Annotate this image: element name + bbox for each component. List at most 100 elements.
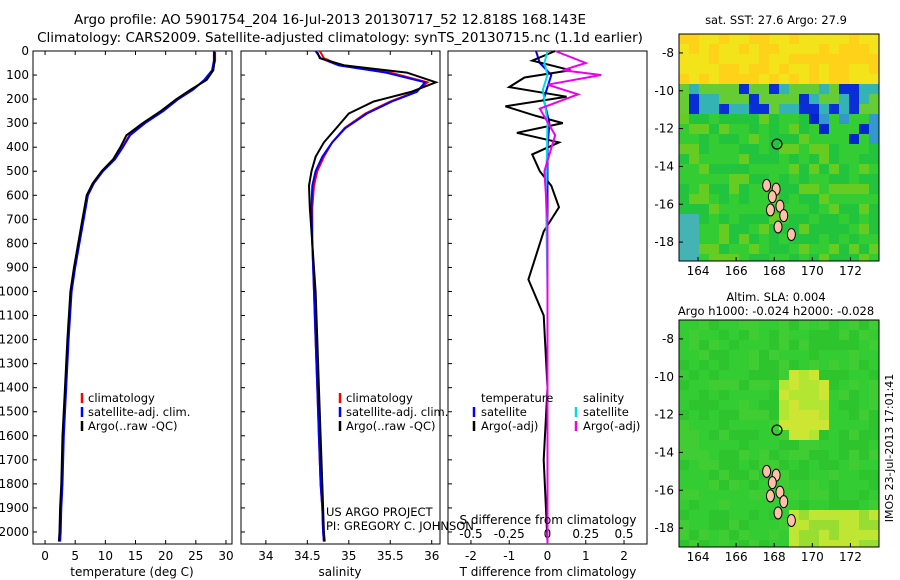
map-cell (679, 450, 689, 460)
map-cell (749, 254, 759, 261)
map-cell (699, 64, 709, 74)
map-cell (709, 74, 719, 84)
map-cell (759, 490, 769, 500)
map-cell (699, 500, 709, 510)
map-cell (679, 174, 689, 184)
map-cell (759, 204, 769, 214)
map-cell (759, 124, 769, 134)
map-cell (789, 340, 799, 350)
map-cell (819, 450, 829, 460)
map-cell (709, 204, 719, 214)
map-cell (849, 480, 859, 490)
map-cell (719, 500, 729, 510)
map-cell (719, 420, 729, 430)
map-cell (779, 174, 789, 184)
map-cell (809, 224, 819, 234)
s-tick-label: 0.25 (572, 527, 599, 541)
map-cell (679, 510, 689, 520)
map-cell (709, 540, 719, 547)
map-cell (749, 450, 759, 460)
map-cell (779, 320, 789, 330)
map-cell (809, 254, 819, 261)
map-cell (839, 74, 849, 84)
y-tick-label: -18 (654, 521, 674, 535)
island (767, 190, 777, 204)
map-cell (829, 94, 839, 104)
map-cell (709, 350, 719, 360)
map-cell (689, 224, 699, 234)
map-cell (729, 510, 739, 520)
x-tick-label: 5 (71, 549, 79, 563)
map-cell (799, 94, 809, 104)
map-cell (839, 500, 849, 510)
map-cell (799, 64, 809, 74)
map-cell (859, 340, 869, 350)
x-tick-label: 34.5 (294, 549, 321, 563)
map-cell (789, 500, 799, 510)
map-cell (809, 214, 819, 224)
x-tick-label: 10 (98, 549, 113, 563)
map-cell (839, 124, 849, 134)
map-cell (699, 134, 709, 144)
map-cell (769, 530, 779, 540)
map-cell (869, 154, 879, 164)
island (762, 464, 772, 478)
map-cell (689, 530, 699, 540)
map-cell (719, 340, 729, 350)
map-cell (719, 244, 729, 254)
map-cell (779, 420, 789, 430)
map-cell (739, 164, 749, 174)
map-cell (739, 380, 749, 390)
map-cell (859, 520, 869, 530)
map-cell (689, 44, 699, 54)
map-cell (729, 214, 739, 224)
x-tick-label: 2 (620, 549, 628, 563)
map-cell (759, 450, 769, 460)
map-cell (689, 184, 699, 194)
map-cell (859, 380, 869, 390)
map-cell (809, 134, 819, 144)
map-cell (729, 94, 739, 104)
map-cell (749, 114, 759, 124)
map-cell (769, 134, 779, 144)
map-cell (719, 124, 729, 134)
y-tick-label: -18 (654, 235, 674, 249)
map-cell (679, 370, 689, 380)
map-cell (859, 154, 869, 164)
difference-xlabel-top: S difference from climatology (460, 513, 637, 527)
map-cell (729, 234, 739, 244)
map-cell (729, 134, 739, 144)
map-cell (739, 420, 749, 430)
map-cell (789, 84, 799, 94)
map-cell (699, 330, 709, 340)
map-cell (799, 490, 809, 500)
map-cell (839, 540, 849, 547)
map-cell (739, 74, 749, 84)
map-cell (699, 520, 709, 530)
map-cell (689, 320, 699, 330)
map-cell (869, 44, 879, 54)
map-cell (789, 440, 799, 450)
map-cell (799, 520, 809, 530)
map-cell (799, 114, 809, 124)
map-cell (689, 114, 699, 124)
map-cell (719, 204, 729, 214)
map-cell (869, 350, 879, 360)
map-cell (859, 114, 869, 124)
series-line-argo-raw-qc- (307, 51, 439, 542)
map-cell (729, 400, 739, 410)
map-cell (699, 114, 709, 124)
map-cell (679, 480, 689, 490)
map-cell (729, 164, 739, 174)
x-tick-label: 172 (839, 264, 862, 278)
map-cell (729, 540, 739, 547)
map-cell (859, 194, 869, 204)
map-cell (819, 370, 829, 380)
map-cell (719, 64, 729, 74)
map-cell (779, 244, 789, 254)
map-cell (819, 390, 829, 400)
map-cell (699, 204, 709, 214)
map-cell (679, 430, 689, 440)
map-cell (749, 144, 759, 154)
